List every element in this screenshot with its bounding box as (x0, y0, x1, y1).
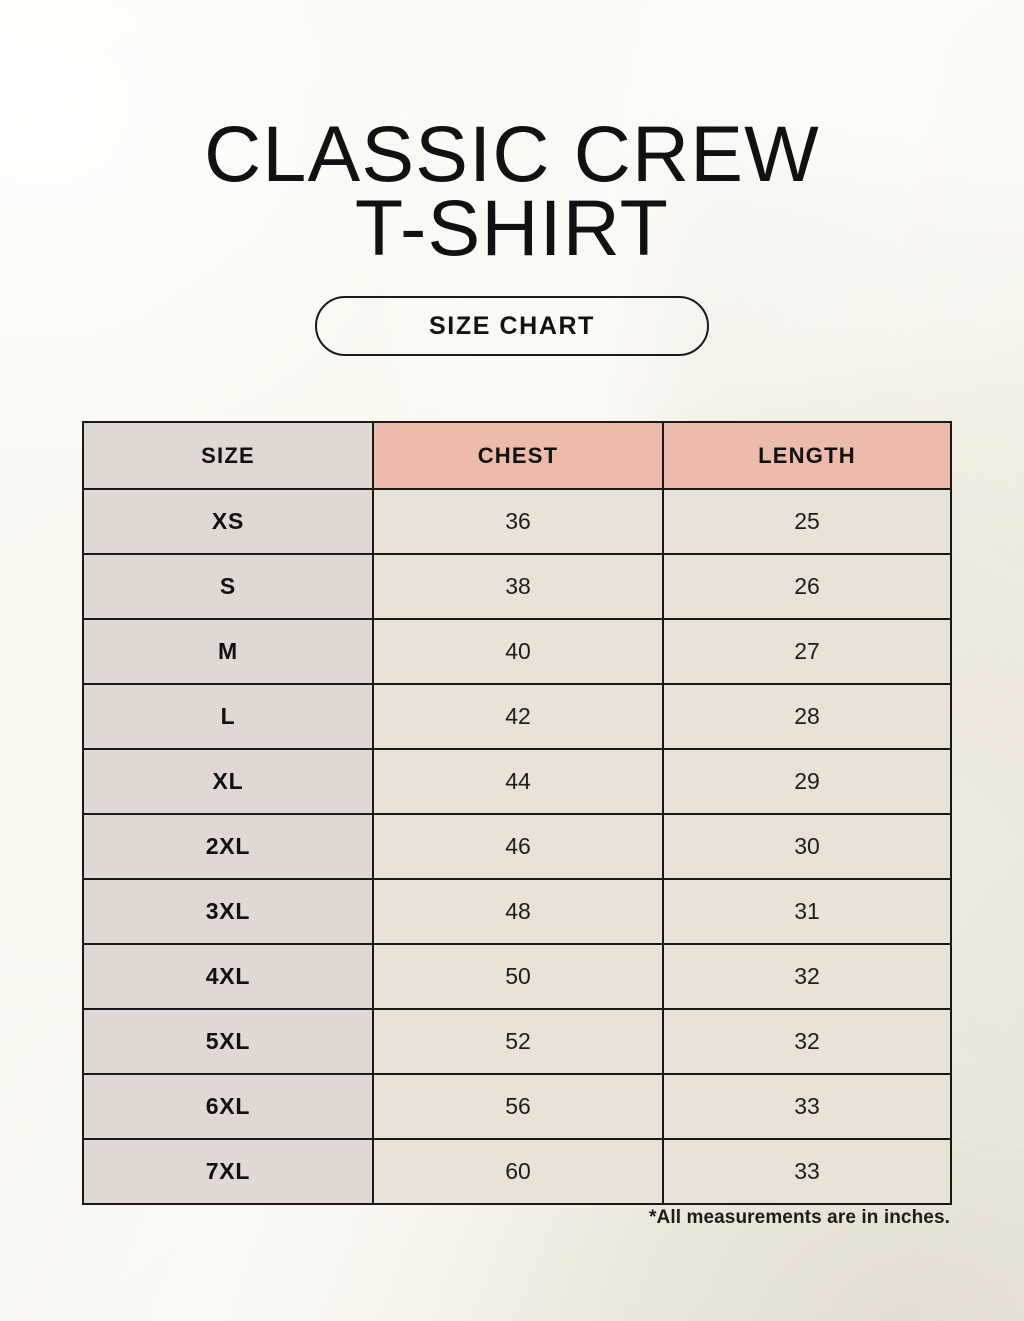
cell-chest: 44 (372, 748, 664, 815)
size-chart-table-container: SIZE CHEST LENGTH XS 36 25 S 38 26 M 40 27 L 42 28 X… (82, 421, 952, 1205)
size-chart-badge: SIZE CHART (315, 296, 709, 356)
table-header: SIZE CHEST LENGTH (82, 421, 952, 490)
cell-length: 26 (662, 553, 952, 620)
cell-size: XL (82, 748, 374, 815)
column-header-size: SIZE (82, 421, 374, 490)
cell-length: 33 (662, 1138, 952, 1205)
cell-length: 33 (662, 1073, 952, 1140)
column-header-chest: CHEST (372, 421, 664, 490)
cell-chest: 48 (372, 878, 664, 945)
cell-size: 7XL (82, 1138, 374, 1205)
size-chart-badge-label: SIZE CHART (429, 311, 595, 340)
table-row: XS 36 25 (82, 488, 952, 555)
table-row: 3XL 48 31 (82, 878, 952, 945)
table-row: L 42 28 (82, 683, 952, 750)
cell-size: XS (82, 488, 374, 555)
cell-length: 27 (662, 618, 952, 685)
measurements-footnote: *All measurements are in inches. (649, 1207, 950, 1228)
cell-length: 31 (662, 878, 952, 945)
table-row: 7XL 60 33 (82, 1138, 952, 1205)
cell-length: 30 (662, 813, 952, 880)
table-row: 5XL 52 32 (82, 1008, 952, 1075)
cell-size: S (82, 553, 374, 620)
table-row: S 38 26 (82, 553, 952, 620)
cell-chest: 38 (372, 553, 664, 620)
cell-length: 32 (662, 943, 952, 1010)
cell-size: 5XL (82, 1008, 374, 1075)
cell-length: 25 (662, 488, 952, 555)
table-row: 6XL 56 33 (82, 1073, 952, 1140)
table-row: M 40 27 (82, 618, 952, 685)
table-row: 2XL 46 30 (82, 813, 952, 880)
cell-chest: 46 (372, 813, 664, 880)
cell-size: 2XL (82, 813, 374, 880)
cell-size: M (82, 618, 374, 685)
cell-size: 4XL (82, 943, 374, 1010)
cell-chest: 36 (372, 488, 664, 555)
page-title: CLASSIC CREW T-SHIRT (204, 108, 820, 272)
cell-chest: 52 (372, 1008, 664, 1075)
cell-chest: 50 (372, 943, 664, 1010)
cell-chest: 40 (372, 618, 664, 685)
column-header-length: LENGTH (662, 421, 952, 490)
cell-size: L (82, 683, 374, 750)
cell-length: 32 (662, 1008, 952, 1075)
cell-chest: 42 (372, 683, 664, 750)
cell-chest: 60 (372, 1138, 664, 1205)
table-header-row: SIZE CHEST LENGTH (82, 421, 952, 490)
size-chart-table: SIZE CHEST LENGTH XS 36 25 S 38 26 M 40 27 L 42 28 X… (82, 421, 952, 1205)
cell-length: 28 (662, 683, 952, 750)
cell-length: 29 (662, 748, 952, 815)
cell-size: 3XL (82, 878, 374, 945)
table-row: 4XL 50 32 (82, 943, 952, 1010)
cell-chest: 56 (372, 1073, 664, 1140)
table-body: XS 36 25 S 38 26 M 40 27 L 42 28 XL 44 29 2XL 46 30 3XL 48 3… (82, 488, 952, 1205)
table-row: XL 44 29 (82, 748, 952, 815)
cell-size: 6XL (82, 1073, 374, 1140)
